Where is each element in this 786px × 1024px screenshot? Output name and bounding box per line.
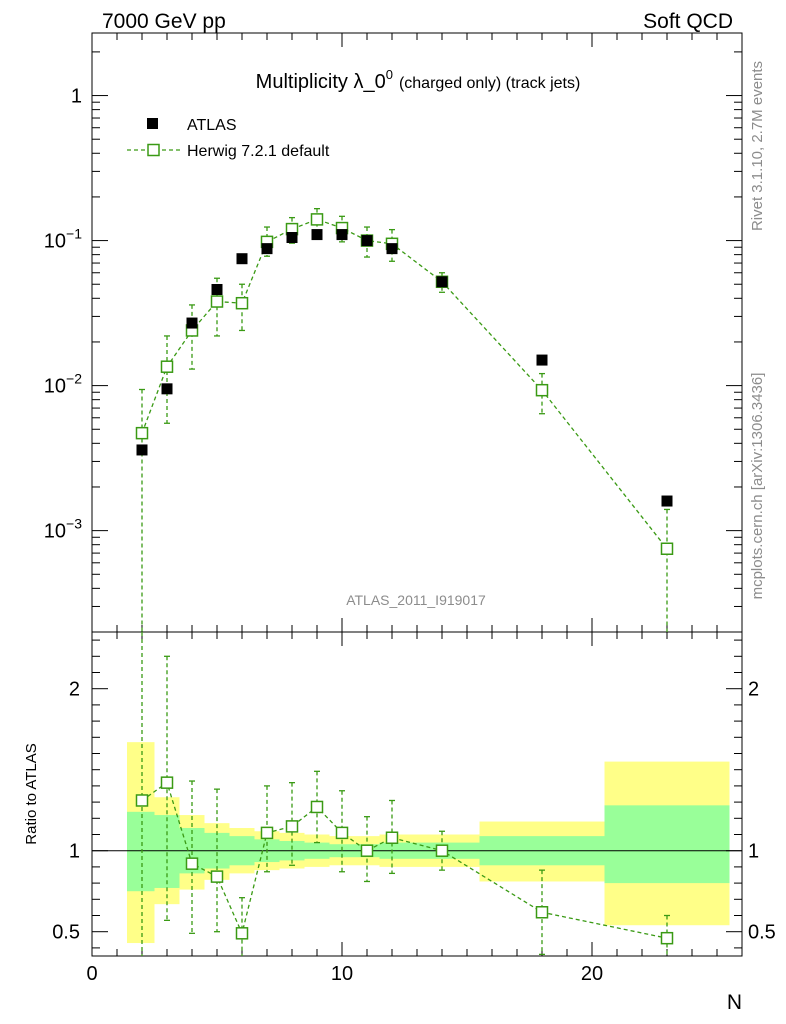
atlas-point xyxy=(286,232,298,244)
herwig-main-point xyxy=(135,426,149,440)
rivet-version-label: Rivet 3.1.10, 2.7M events xyxy=(749,61,766,231)
atlas-point xyxy=(261,243,273,255)
atlas-point xyxy=(236,253,248,265)
legend-herwig-label: Herwig 7.2.1 default xyxy=(187,143,330,160)
atlas-point xyxy=(661,495,673,507)
y-tick-label-ratio-right: 0.5 xyxy=(748,922,776,944)
legend-atlas-marker xyxy=(147,118,158,129)
legend-atlas-label: ATLAS xyxy=(187,117,237,134)
herwig-main-point xyxy=(535,383,549,397)
atlas-point xyxy=(336,229,348,241)
tick-labels: 0 10 20 10−3 10−2 10−1 1 0.5 0.5 1 1 2 2 xyxy=(44,86,776,985)
herwig-ratio-point xyxy=(535,906,549,919)
herwig-ratio-point xyxy=(435,844,449,857)
atlas-point xyxy=(311,229,323,241)
herwig-main-series xyxy=(135,208,674,632)
herwig-main-point xyxy=(310,213,324,226)
y-tick-label-main: 1 xyxy=(71,86,82,108)
herwig-ratio-point xyxy=(260,826,274,840)
y-tick-label-main: 10−1 xyxy=(44,226,82,253)
herwig-ratio-point xyxy=(285,820,299,833)
herwig-ratio-series xyxy=(135,632,674,956)
mcplots-label: mcplots.cern.ch [arXiv:1306.3436] xyxy=(749,373,766,600)
atlas-series xyxy=(136,229,673,507)
herwig-ratio-point xyxy=(360,844,374,857)
atlas-point xyxy=(386,243,398,255)
herwig-ratio-point xyxy=(185,857,199,870)
herwig-main-point xyxy=(210,295,224,308)
band-stat-0 xyxy=(127,811,155,892)
herwig-ratio-point xyxy=(660,931,674,945)
y-tick-label-main: 10−3 xyxy=(44,516,82,543)
chart-title-sub: (charged only) (track jets) xyxy=(399,75,580,92)
herwig-ratio-point xyxy=(235,927,249,940)
atlas-point xyxy=(211,283,223,295)
y-tick-label-ratio-left: 2 xyxy=(69,679,80,701)
x-tick-label: 0 xyxy=(86,963,97,985)
herwig-ratio-point xyxy=(310,800,324,814)
x-axis-label: N xyxy=(727,991,742,1014)
chart-title: Multiplicity λ_00 (charged only) (track j… xyxy=(256,67,581,93)
atlas-point xyxy=(536,354,548,366)
atlas-point xyxy=(436,276,448,288)
ratio-uncertainty-bands xyxy=(127,742,730,944)
chart-title-main: Multiplicity λ_0 xyxy=(256,71,386,93)
herwig-main-line xyxy=(141,218,668,550)
chart-title-sup: 0 xyxy=(386,67,393,82)
atlas-point xyxy=(161,383,173,395)
herwig-ratio-point xyxy=(385,831,399,844)
analysis-id: ATLAS_2011_I919017 xyxy=(346,592,486,608)
legend-herwig-marker xyxy=(147,143,160,157)
y-tick-label-main: 10−2 xyxy=(44,371,82,398)
x-tick-label: 20 xyxy=(581,963,603,985)
axis-ticks xyxy=(91,33,743,956)
herwig-ratio-point xyxy=(160,776,174,789)
herwig-ratio-point xyxy=(335,826,349,840)
herwig-main-point xyxy=(660,542,674,556)
atlas-point xyxy=(186,317,198,329)
legend: ATLAS Herwig 7.2.1 default xyxy=(127,117,330,160)
header-energy: 7000 GeV pp xyxy=(102,10,226,33)
herwig-main-point xyxy=(235,296,249,310)
band-stat-13 xyxy=(604,805,730,884)
atlas-point xyxy=(361,235,373,247)
y-tick-label-ratio-right: 2 xyxy=(748,679,759,701)
herwig-main-point xyxy=(160,360,174,373)
x-tick-label: 10 xyxy=(331,963,353,985)
y-tick-label-ratio-right: 1 xyxy=(748,841,759,863)
atlas-point xyxy=(136,444,148,456)
y-tick-label-ratio-left: 1 xyxy=(69,841,80,863)
ratio-y-axis-label: Ratio to ATLAS xyxy=(23,743,40,844)
herwig-ratio-point xyxy=(210,870,224,883)
herwig-ratio-point xyxy=(135,794,149,807)
header-category: Soft QCD xyxy=(643,10,733,33)
y-tick-label-ratio-left: 0.5 xyxy=(52,922,80,944)
